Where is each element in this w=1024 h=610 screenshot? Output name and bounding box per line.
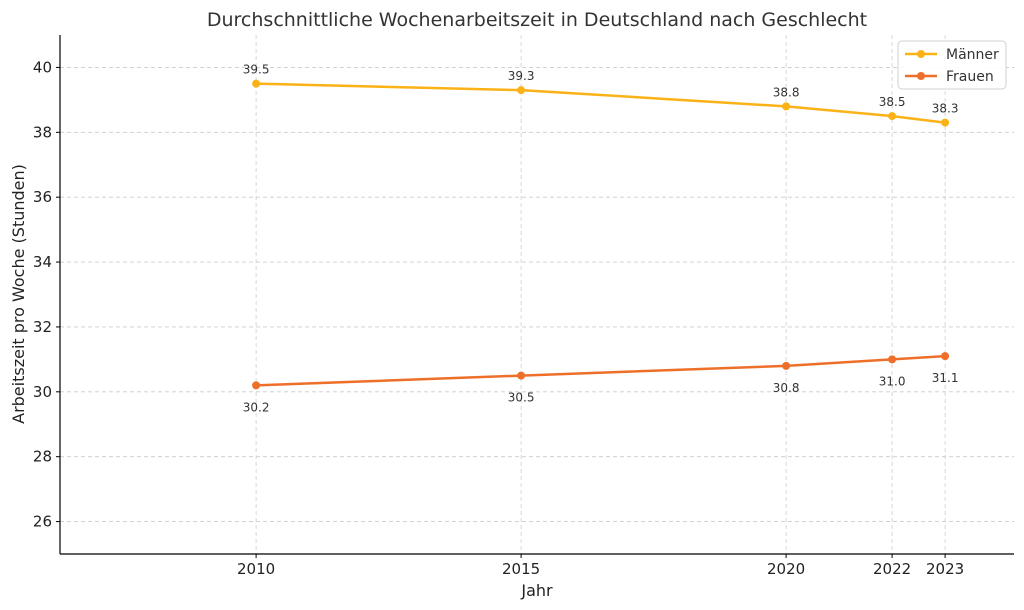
y-tick-label: 38 [33, 123, 52, 141]
data-point [941, 118, 950, 127]
legend-marker [917, 72, 925, 80]
legend-marker [917, 50, 925, 58]
y-axis-label: Arbeitszeit pro Woche (Stunden) [9, 164, 28, 424]
data-label: 38.3 [932, 102, 959, 116]
series-line [256, 354, 946, 387]
y-tick-label: 32 [33, 318, 52, 336]
series-frauen: 30.2 30.5 30.8 31.0 31.1 [243, 352, 959, 414]
x-tick-label: 2015 [502, 560, 540, 578]
plot-area: 39.5 39.3 38.8 38.5 38.3 30.2 30.5 30.8 31.0 31.1 [243, 63, 959, 415]
x-tick-label: 2010 [237, 560, 275, 578]
grid [60, 35, 1014, 554]
y-tick-label: 26 [33, 513, 52, 531]
x-tick-label: 2023 [926, 560, 964, 578]
data-label: 39.5 [243, 63, 270, 77]
data-label: 30.2 [243, 400, 270, 414]
chart-title: Durchschnittliche Wochenarbeitszeit in D… [207, 9, 867, 31]
tick-labels: 26 28 30 32 34 36 38 40 2010 2015 2020 2022 2023 [33, 58, 964, 578]
data-label: 31.1 [932, 371, 959, 385]
x-tick-label: 2022 [873, 560, 911, 578]
data-label: 30.8 [773, 381, 800, 395]
y-tick-label: 30 [33, 383, 52, 401]
series-line [256, 82, 946, 124]
y-tick-label: 34 [33, 253, 52, 271]
x-tick-label: 2020 [767, 560, 805, 578]
legend: Männer Frauen [897, 40, 1007, 90]
axes [59, 35, 1014, 555]
data-point [941, 352, 950, 361]
y-tick-label: 28 [33, 448, 52, 466]
x-axis-label: Jahr [520, 581, 553, 600]
data-point [252, 381, 261, 390]
data-point [252, 79, 261, 88]
series-maenner: 39.5 39.3 38.8 38.5 38.3 [243, 63, 959, 127]
data-label: 31.0 [879, 374, 906, 388]
data-label: 39.3 [508, 69, 535, 83]
data-point [782, 361, 791, 370]
data-label: 30.5 [508, 391, 535, 405]
legend-label: Männer [946, 47, 999, 63]
data-point [888, 112, 897, 121]
data-label: 38.8 [773, 85, 800, 99]
data-point [888, 355, 897, 364]
data-point [517, 86, 526, 95]
data-label: 38.5 [879, 95, 906, 109]
y-tick-label: 36 [33, 188, 52, 206]
legend-label: Frauen [946, 69, 994, 85]
data-point [517, 371, 526, 380]
y-tick-label: 40 [33, 58, 52, 76]
data-point [782, 102, 791, 111]
